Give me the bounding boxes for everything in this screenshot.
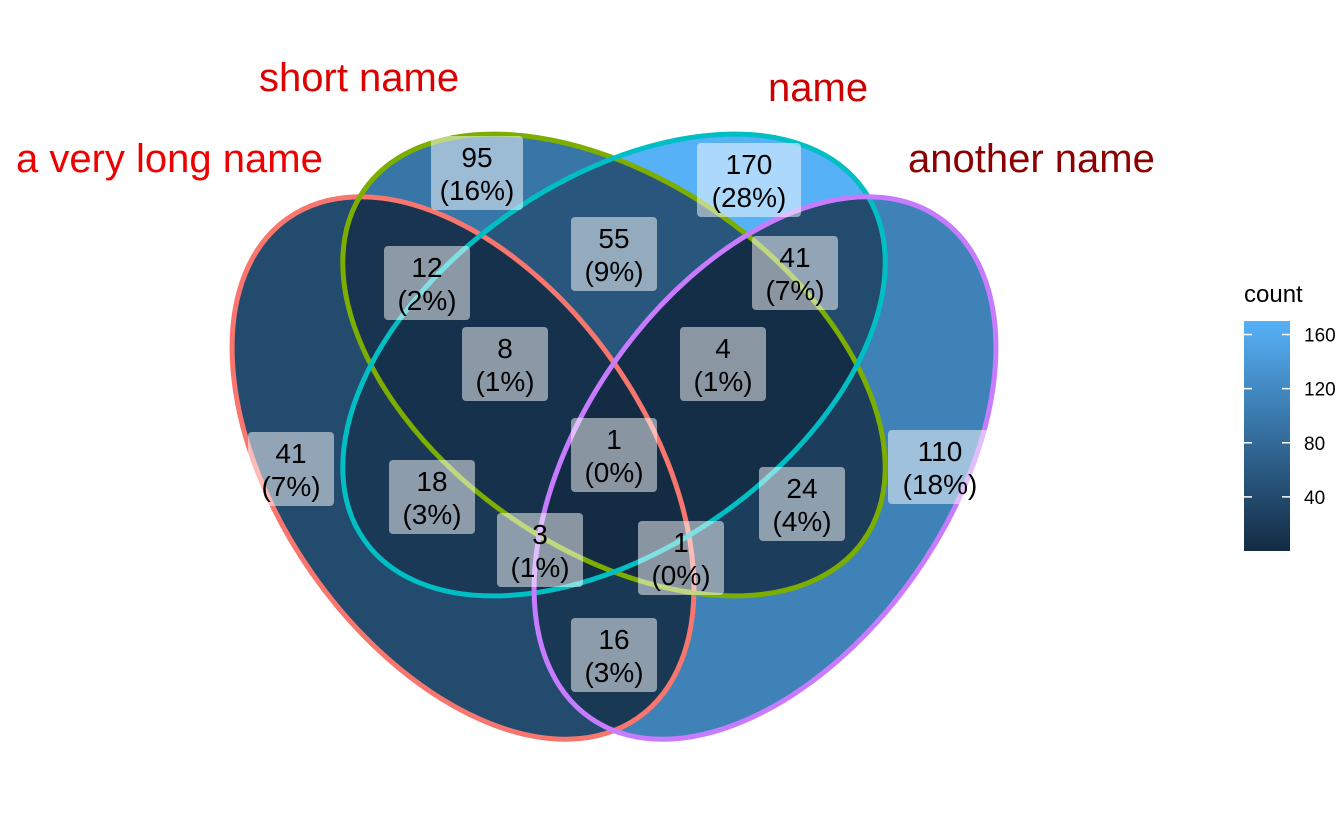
region-label-box	[248, 432, 334, 506]
region-count: 18	[416, 466, 447, 497]
region-percent: (28%)	[712, 182, 787, 213]
region-count: 110	[918, 436, 963, 467]
region-label-box	[571, 418, 657, 492]
region-percent: (9%)	[584, 256, 643, 287]
set-outline-another-name	[531, 194, 999, 742]
region-label-box	[638, 521, 724, 595]
region-count: 41	[275, 438, 306, 469]
region-count: 4	[715, 333, 731, 364]
region-label-box	[497, 513, 583, 587]
legend-tick-label: 160	[1304, 326, 1336, 347]
set-label-another-name: another name	[908, 137, 1155, 181]
legend-tick-label: 80	[1304, 434, 1325, 455]
legend-tick-label: 120	[1304, 380, 1336, 401]
region-count: 170	[726, 149, 773, 180]
region-count: 55	[598, 223, 629, 254]
region-count: 1	[673, 527, 689, 558]
set-label-short-name: short name	[259, 56, 459, 100]
legend-title: count	[1244, 281, 1303, 308]
region-percent: (16%)	[440, 175, 515, 206]
region-label: 8(1%)	[462, 327, 548, 401]
region-count: 41	[779, 242, 810, 273]
region-label: 1(0%)	[638, 521, 724, 595]
region-label-box	[759, 467, 845, 541]
region-label: 3(1%)	[497, 513, 583, 587]
region-percent: (3%)	[584, 657, 643, 688]
legend-tick-label: 40	[1304, 488, 1325, 509]
region-label: 55(9%)	[571, 217, 657, 291]
legend-ticks: 40 80 120 160	[1244, 326, 1336, 509]
region-percent: (0%)	[651, 560, 710, 591]
region-label-box	[384, 246, 470, 320]
region-label-box	[680, 327, 766, 401]
region-label: 41(7%)	[752, 236, 838, 310]
region-percent: (3%)	[402, 499, 461, 530]
region-label: 41(7%)	[248, 432, 334, 506]
region-percent: (0%)	[584, 457, 643, 488]
region-percent: (1%)	[475, 366, 534, 397]
region-percent: (4%)	[772, 506, 831, 537]
region-label: 12(2%)	[384, 246, 470, 320]
legend-colorbar	[1244, 321, 1290, 551]
region-percent: (7%)	[765, 275, 824, 306]
region-label: 1(0%)	[571, 418, 657, 492]
set-outline-name	[340, 131, 888, 599]
region-label: 16(3%)	[571, 618, 657, 692]
region-count: 3	[532, 519, 548, 550]
region-labels: 41(7%)95(16%)170(28%)110(18%)12(2%)55(9%…	[248, 136, 992, 692]
region-label-box	[571, 217, 657, 291]
set-label-name: name	[768, 66, 868, 110]
region-percent: (1%)	[510, 552, 569, 583]
region-label: 4(1%)	[680, 327, 766, 401]
region-label: 110(18%)	[888, 430, 992, 504]
region-count: 8	[497, 333, 513, 364]
region-label-box	[752, 236, 838, 310]
set-label-a-very-long-name: a very long name	[16, 137, 323, 181]
region-percent: (7%)	[261, 471, 320, 502]
region-count: 1	[606, 424, 622, 455]
region-label-box	[389, 460, 475, 534]
region-label-box	[571, 618, 657, 692]
region-label: 24(4%)	[759, 467, 845, 541]
region-label-box	[431, 136, 523, 210]
region-percent: (1%)	[693, 366, 752, 397]
region-label: 18(3%)	[389, 460, 475, 534]
region-label-box	[697, 143, 801, 217]
region-count: 95	[461, 142, 492, 173]
region-percent: (18%)	[903, 469, 978, 500]
region-count: 24	[786, 473, 817, 504]
region-label: 170(28%)	[697, 143, 801, 217]
region-label-box	[888, 430, 992, 504]
region-label-box	[462, 327, 548, 401]
color-legend: count 40 80 120 160	[1244, 281, 1336, 551]
region-count: 12	[411, 252, 442, 283]
region-label: 95(16%)	[431, 136, 523, 210]
region-percent: (2%)	[397, 285, 456, 316]
region-count: 16	[598, 624, 629, 655]
